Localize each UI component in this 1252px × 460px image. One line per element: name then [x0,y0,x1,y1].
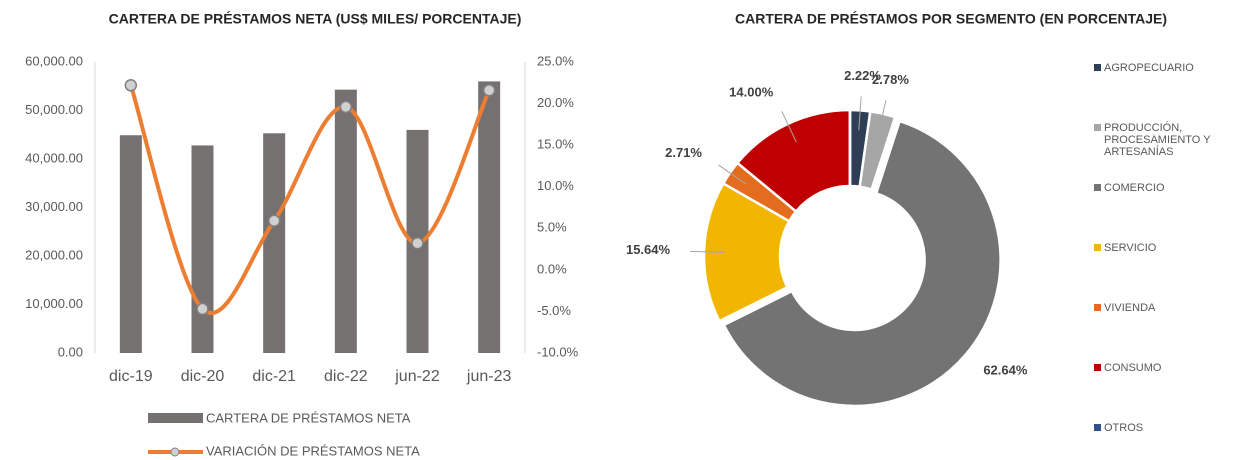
bar [478,81,501,354]
legend-swatch [1094,364,1101,371]
line-marker [411,237,424,250]
legend-marker [170,447,180,457]
legend-item: OTROS [1094,422,1244,434]
legend-swatch [148,413,203,423]
data-label: 15.64% [626,242,671,257]
y2-tick-label: 5.0% [537,220,567,235]
y2-tick-label: 10.0% [537,178,574,193]
legend-item: COMERCIO [1094,182,1244,194]
y2-tick-label: 15.0% [537,137,574,152]
line [128,84,491,315]
legend-label: CARTERA DE PRÉSTAMOS NETA [206,410,411,425]
donut-slice [858,110,897,192]
data-label: 62.64% [983,362,1028,377]
donut-slice [702,181,791,323]
y-tick-label: 20,000.00 [25,247,83,262]
y-tick-label: 0.00 [58,344,83,359]
line-marker [339,100,353,114]
x-tick-label: dic-21 [252,368,296,385]
legend-label: CONSUMO [1104,362,1162,374]
y-tick-label: 40,000.00 [25,150,83,165]
legend-swatch [1094,424,1101,431]
x-tick-label: dic-19 [109,368,153,385]
legend-label: PRODUCCIÓN, PROCESAMIENTO Y ARTESANÍAS [1104,122,1211,158]
legend-label: VIVIENDA [1104,302,1156,314]
legend-swatch [1094,184,1101,191]
y2-tick-label: -10.0% [537,344,579,359]
y-tick-label: 50,000.00 [25,102,83,117]
legend-item: VIVIENDA [1094,302,1244,314]
x-tick-label: jun-22 [394,368,440,385]
x-tick-label: dic-20 [181,368,225,385]
legend-item: PRODUCCIÓN, PROCESAMIENTO Y ARTESANÍAS [1094,122,1244,158]
legend-item: AGROPECUARIO [1094,62,1244,74]
data-label: 14.00% [729,85,774,100]
legend-swatch [1094,244,1101,251]
legend-swatch [1094,64,1101,71]
line-marker [124,79,138,92]
y2-tick-label: 20.0% [537,95,574,110]
legend-item: CONSUMO [1094,362,1244,374]
bar [191,145,214,353]
legend-label: OTROS [1104,422,1144,434]
leader-line [718,164,747,185]
legend-swatch [1094,124,1101,131]
y2-tick-label: -5.0% [537,303,571,318]
legend-item: SERVICIO [1094,242,1244,254]
line-marker [196,302,209,316]
legend-label: COMERCIO [1104,182,1165,194]
x-tick-label: jun-23 [466,368,512,385]
line-marker [482,84,496,97]
bar [334,89,357,354]
leader-line [858,96,862,131]
legend-swatch [1094,304,1101,311]
data-label: 2.78% [872,72,909,87]
legend-label: VARIACIÓN DE PRÉSTAMOS NETA [206,443,420,458]
data-label: 2.71% [665,145,702,160]
leader-line [781,111,797,143]
leader-line [690,250,725,253]
x-tick-label: dic-22 [324,368,368,385]
chart-title: CARTERA DE PRÉSTAMOS NETA (US$ MILES/ PO… [109,11,522,27]
line-marker [267,214,281,228]
y2-tick-label: 25.0% [537,53,574,68]
leader-line [877,99,887,134]
bar [263,133,286,353]
donut-slice [722,119,1002,408]
legend-label: AGROPECUARIO [1104,62,1194,74]
legend-label: SERVICIO [1104,242,1157,254]
data-label: 2.22% [844,68,881,83]
y-tick-label: 30,000.00 [25,199,83,214]
y-tick-label: 60,000.00 [25,53,83,68]
y-tick-label: 10,000.00 [25,296,83,311]
bar [119,135,142,353]
y2-tick-label: 0.0% [537,261,567,276]
chart-title: CARTERA DE PRÉSTAMOS POR SEGMENTO (EN PO… [735,11,1167,27]
